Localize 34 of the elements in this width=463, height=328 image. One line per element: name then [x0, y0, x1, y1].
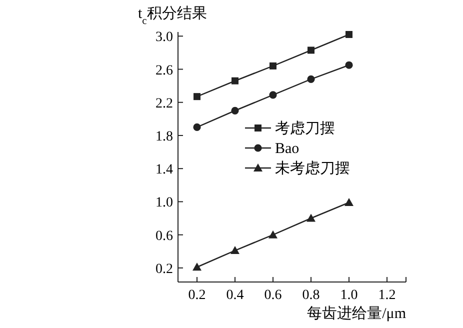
point: [270, 62, 276, 70]
y-tick-label: 3.0: [156, 30, 173, 46]
y-tick-label: 2.6: [156, 63, 173, 78]
x-axis-title: 每齿进给量/μm: [307, 305, 406, 322]
point: [232, 77, 238, 84]
y-tick-label: 1.8: [156, 129, 173, 144]
legend-label: 未考虑刀摆: [275, 160, 350, 177]
y-tick-label: 1.4: [156, 162, 173, 178]
y-tick-label: 1.0: [156, 196, 173, 211]
x-tick-label: 1.2: [378, 288, 396, 303]
point: [346, 30, 352, 38]
x-tick-label: 0.6: [264, 288, 282, 303]
point: [307, 75, 315, 83]
y-axis-title: t$_{c}$积分结果: [138, 5, 207, 26]
point: [194, 93, 200, 100]
point: [192, 262, 202, 271]
y-tick-label: 0.6: [156, 228, 173, 244]
x-tick-label: 0.8: [302, 288, 320, 303]
point: [345, 61, 353, 69]
point: [193, 123, 201, 131]
x-tick-label: 0.2: [188, 288, 206, 303]
y-tick-label: 0.2: [156, 262, 173, 277]
point: [230, 246, 240, 254]
x-tick-label: 0.4: [226, 288, 244, 303]
legend-label: 考虑刀摆: [275, 120, 335, 137]
point: [231, 106, 239, 114]
legend-label: Bao: [275, 141, 300, 157]
x-tick-label: 1.0: [340, 288, 358, 303]
point: [306, 214, 316, 222]
point: [308, 46, 314, 54]
point: [269, 91, 277, 99]
point: [344, 198, 354, 206]
point: [268, 230, 278, 238]
y-tick-label: 2.2: [156, 96, 173, 112]
